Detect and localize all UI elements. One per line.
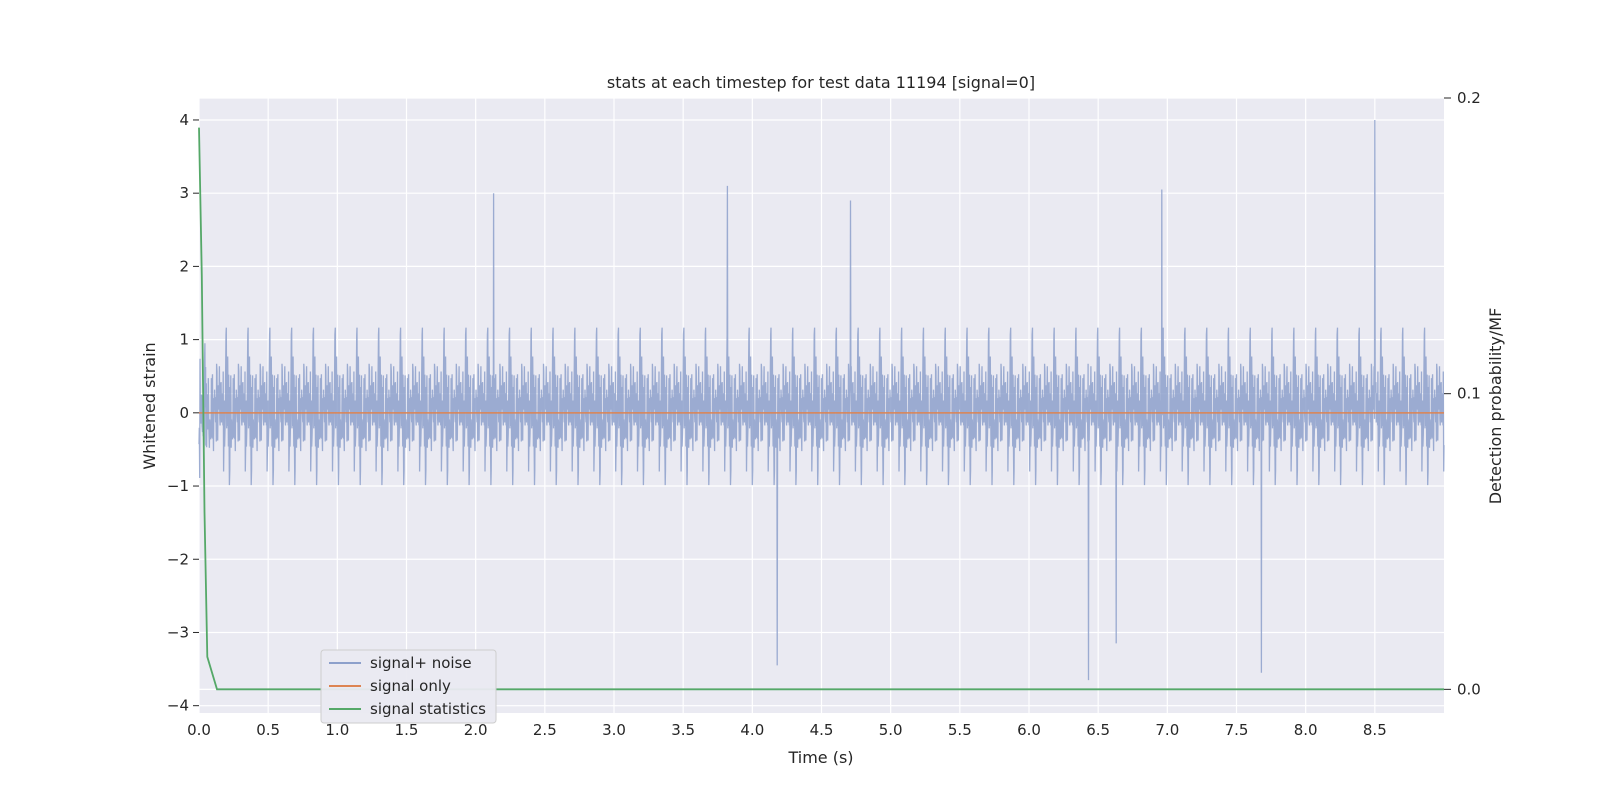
x-tick-label: 8.0 <box>1294 721 1318 739</box>
signal-noise-series <box>198 119 1445 681</box>
x-tick-label: 7.5 <box>1225 721 1249 739</box>
x-tick-label: 0.5 <box>256 721 280 739</box>
y2-tick-label: 0.2 <box>1457 89 1481 107</box>
signal-statistics-series <box>198 127 1444 691</box>
x-tick-label: 6.0 <box>1017 721 1041 739</box>
y-tick-label: 4 <box>179 111 189 129</box>
x-axis: 0.0 0.5 1.0 1.5 2.0 2.5 3.0 3.5 4.0 4.5 5.0 5.5 6.0 6… <box>187 721 1387 739</box>
x-tick-label: 4.0 <box>740 721 764 739</box>
y2-axis-title: Detection probability/MF <box>1486 308 1505 505</box>
signal-statistics-line <box>198 127 1444 691</box>
legend-label-signal-only: signal only <box>370 677 451 695</box>
y-tick-label: −3 <box>167 623 189 641</box>
y-tick-label: −1 <box>167 477 189 495</box>
x-tick-label: 8.5 <box>1363 721 1387 739</box>
y-tick-label: 1 <box>179 331 189 349</box>
x-tick-label: 5.0 <box>879 721 903 739</box>
legend-label-signal-noise: signal+ noise <box>370 654 472 672</box>
legend-box <box>320 649 497 724</box>
x-tick-label: 3.5 <box>671 721 695 739</box>
legend-label-signal-statistics: signal statistics <box>370 700 486 718</box>
x-axis-title: Time (s) <box>787 748 853 767</box>
x-tick-label: 1.0 <box>325 721 349 739</box>
x-tick-label: 1.5 <box>395 721 419 739</box>
y-tick-label: −4 <box>167 697 189 715</box>
y2-axis: 0.0 0.1 0.2 <box>1444 89 1481 698</box>
x-tick-label: 3.0 <box>602 721 626 739</box>
y-tick-label: 0 <box>179 404 189 422</box>
y2-tick-label: 0.1 <box>1457 385 1481 403</box>
x-tick-label: 2.0 <box>464 721 488 739</box>
y-tick-label: 2 <box>179 257 189 275</box>
y-tick-label: −2 <box>167 550 189 568</box>
legend: signal+ noise signal only signal statist… <box>320 649 497 724</box>
y-tick-label: 3 <box>179 184 189 202</box>
chart-title: stats at each timestep for test data 111… <box>607 73 1035 92</box>
x-tick-label: 7.0 <box>1155 721 1179 739</box>
x-tick-label: 2.5 <box>533 721 557 739</box>
y2-tick-label: 0.0 <box>1457 680 1481 698</box>
x-tick-label: 5.5 <box>948 721 972 739</box>
x-tick-label: 0.0 <box>187 721 211 739</box>
y-axis: −4 −3 −2 −1 0 1 2 3 4 <box>167 111 199 715</box>
signal-noise-line <box>198 119 1445 681</box>
x-tick-label: 6.5 <box>1086 721 1110 739</box>
x-tick-label: 4.5 <box>810 721 834 739</box>
y-axis-title: Whitened strain <box>140 342 159 469</box>
